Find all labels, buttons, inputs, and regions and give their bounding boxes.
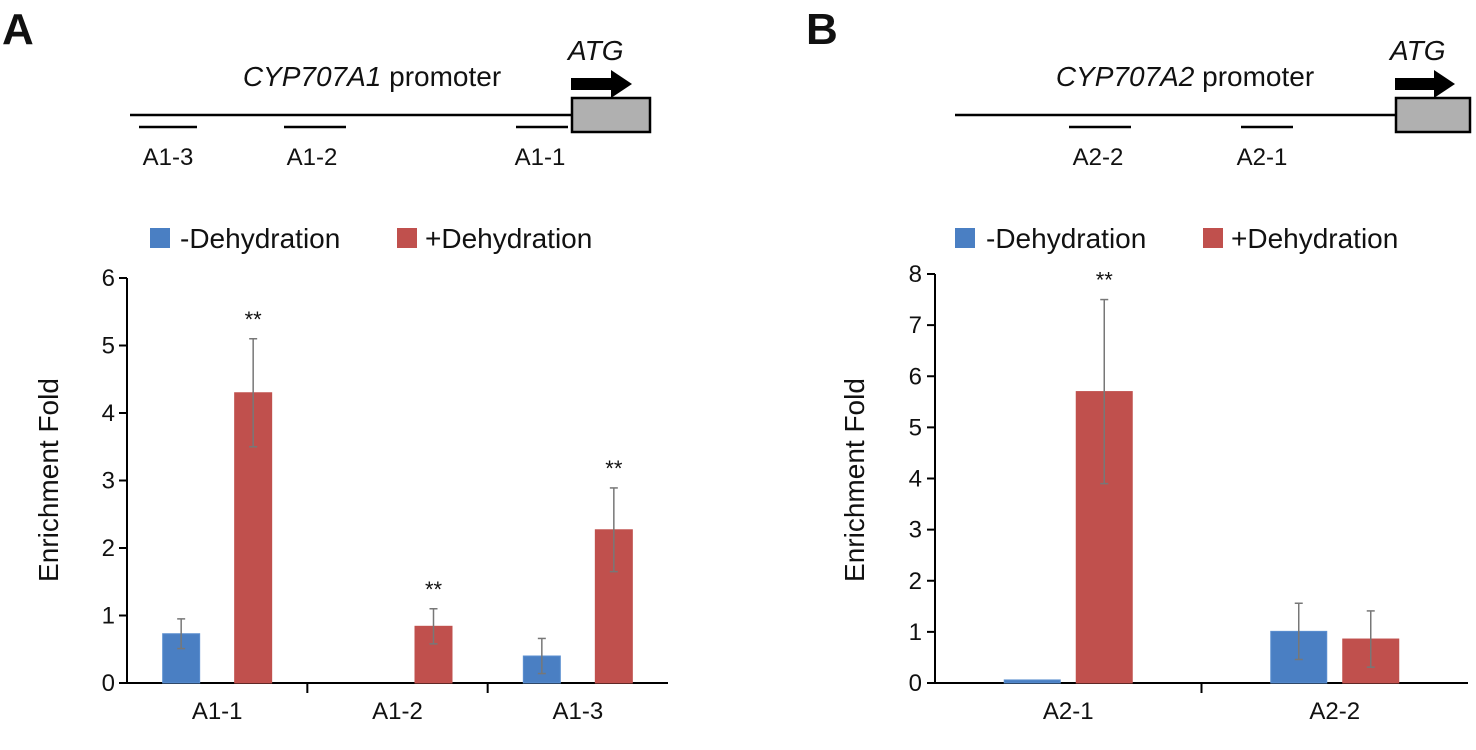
significance-marker-a2-1: **	[1096, 268, 1114, 293]
chart-a-y-tick-label: 0	[102, 670, 115, 697]
chart-a-category-label: A1-2	[372, 698, 423, 725]
promoter-schematic-a: CYP707A1 promoter ATG A1-3 A1-2 A1-1	[130, 35, 652, 171]
atg-label-b: ATG	[1388, 35, 1445, 66]
chart-a-axes	[119, 277, 668, 693]
legend-b-plus-swatch	[1203, 228, 1223, 248]
legend-a-minus-swatch	[150, 228, 170, 248]
chart-b-category-label: A2-2	[1309, 698, 1360, 725]
promoter-b-title: CYP707A2 promoter	[1056, 61, 1314, 92]
panel-b-letter: B	[806, 5, 838, 54]
chart-b-category-label: A2-1	[1043, 698, 1094, 725]
chart-a-y-tick-label: 5	[102, 333, 115, 360]
atg-label-a: ATG	[566, 35, 623, 66]
significance-marker-a1-1: **	[245, 307, 263, 332]
legend-b-minus-swatch	[955, 228, 975, 248]
atg-arrow-b-icon	[1395, 70, 1455, 98]
chart-a-y-tick-label: 2	[102, 535, 115, 562]
promoter-schematic-b: CYP707A2 promoter ATG A2-2 A2-1	[955, 35, 1472, 171]
significance-marker-a1-3: **	[605, 456, 623, 481]
chart-b-y-tick-label: 3	[909, 517, 922, 544]
chart-a-y-tick-label: 4	[102, 400, 115, 427]
chart-a-category-label: A1-1	[192, 698, 243, 725]
chart-a-y-tick-label: 1	[102, 603, 115, 630]
promoter-a-title: CYP707A1 promoter	[243, 61, 501, 92]
chart-b-y-tick-label: 8	[909, 261, 922, 288]
chart-b-y-tick-label: 2	[909, 568, 922, 595]
legend-b: -Dehydration +Dehydration	[955, 223, 1398, 254]
legend-a: -Dehydration +Dehydration	[150, 223, 592, 254]
significance-marker-a1-2: **	[425, 577, 443, 602]
chart-b-axes	[927, 273, 1468, 693]
chart-b-y-axis-title: Enrichment Fold	[839, 378, 870, 582]
chart-b-bars	[1003, 298, 1400, 684]
region-label-a1-3: A1-3	[143, 144, 194, 171]
region-label-a1-1: A1-1	[515, 144, 566, 171]
chart-b-y-tick-label: 5	[909, 414, 922, 441]
chart-a-category-label: A1-3	[552, 698, 603, 725]
chart-a-y-tick-label: 6	[102, 265, 115, 292]
chart-b-y-tick-label: 4	[909, 466, 922, 493]
promoter-a-gene-name: CYP707A1	[243, 61, 382, 92]
legend-a-plus-swatch	[397, 228, 417, 248]
region-label-a1-2: A1-2	[287, 144, 338, 171]
chart-b-labels: 0 1 2 3 4 5 6 7 8 A2-1 ** A2-2	[909, 261, 1360, 725]
gene-box-b	[1394, 96, 1472, 134]
chart-b: Enrichment Fold 0 1 2 3 4 5 6 7 8 A2-1 ** A2-2	[839, 261, 1468, 725]
chart-b-y-tick-label: 1	[909, 619, 922, 646]
atg-arrow-a-icon	[571, 70, 632, 98]
chart-a-labels: 0 1 2 3 4 5 6 A1-1 ** A1-2 ** A1-3 **	[102, 265, 623, 725]
gene-box-a	[570, 96, 652, 134]
region-label-a2-2: A2-2	[1073, 144, 1124, 171]
promoter-b-suffix: promoter	[1194, 61, 1314, 92]
promoter-b-gene-name: CYP707A2	[1056, 61, 1195, 92]
chart-a-bars	[162, 338, 633, 684]
chart-b-y-tick-label: 6	[909, 363, 922, 390]
legend-b-plus-label: +Dehydration	[1231, 223, 1398, 254]
promoter-a-suffix: promoter	[381, 61, 501, 92]
chart-b-y-tick-label: 0	[909, 670, 922, 697]
chart-a-y-tick-label: 3	[102, 468, 115, 495]
chart-a-y-axis-title: Enrichment Fold	[33, 378, 64, 582]
chart-a: Enrichment Fold 0 1 2 3 4 5 6 A1-1 ** A1-2 ** A1-3 *…	[33, 265, 668, 725]
panel-b: B CYP707A2 promoter ATG A2-2 A2-1 -Dehyd…	[806, 5, 1472, 725]
legend-a-plus-label: +Dehydration	[425, 223, 592, 254]
bar-minus-dehydration-a2-1	[1003, 679, 1061, 684]
region-label-a2-1: A2-1	[1237, 144, 1288, 171]
chart-b-y-tick-label: 7	[909, 312, 922, 339]
legend-b-minus-label: -Dehydration	[986, 223, 1146, 254]
legend-a-minus-label: -Dehydration	[180, 223, 340, 254]
panel-a: A CYP707A1 promoter ATG A1-3 A1-2 A1-1 -…	[2, 5, 668, 725]
panel-a-letter: A	[2, 5, 34, 54]
